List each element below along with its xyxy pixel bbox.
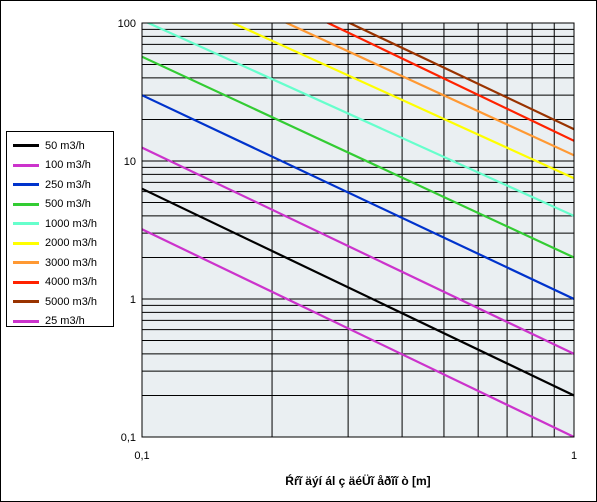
series-line-1000-m3-h [145, 23, 574, 217]
legend-label: 250 m3/h [45, 178, 91, 191]
y-tick-label: 0,1 [121, 432, 136, 444]
legend-label: 4000 m3/h [45, 276, 97, 289]
series-line-100-m3-h [142, 146, 574, 355]
legend-swatch [13, 261, 39, 265]
legend-label: 1000 m3/h [45, 217, 97, 230]
legend-swatch [13, 300, 39, 304]
series-line-500-m3-h [142, 55, 574, 259]
series-lines [142, 23, 574, 437]
legend-swatch [13, 280, 39, 284]
x-tick-label: 1 [571, 450, 577, 462]
series-line-5000-m3-h [346, 23, 574, 131]
legend-item: 5000 m3/h [7, 292, 113, 312]
legend: 50 m3/h 100 m3/h 250 m3/h 500 m3/h 1000 m3/h… [6, 131, 114, 327]
series-line-50-m3-h [142, 187, 574, 397]
plot-border [141, 22, 575, 438]
x-tick-label: 0,1 [134, 450, 149, 462]
x-axis-label: Ŕŕĩ äýí ál ç äéÜĩ åðĩĩ ò [m] [285, 473, 430, 488]
series-line-250-m3-h [142, 94, 574, 300]
legend-item: 3000 m3/h [7, 253, 113, 273]
series-line-25-m3-h [142, 228, 574, 437]
y-tick-label: 1 [130, 294, 136, 306]
legend-item: 25 m3/h [7, 312, 113, 332]
plot-area [142, 23, 574, 437]
series-line-3000-m3-h [284, 23, 574, 157]
legend-swatch [13, 183, 39, 187]
series-line-2000-m3-h [230, 23, 574, 180]
legend-label: 25 m3/h [45, 315, 85, 328]
legend-label: 50 m3/h [45, 139, 85, 152]
legend-swatch [13, 202, 39, 206]
legend-label: 5000 m3/h [45, 295, 97, 308]
legend-item: 250 m3/h [7, 175, 113, 195]
legend-label: 500 m3/h [45, 198, 91, 211]
legend-swatch [13, 144, 39, 148]
y-tick-label: 10 [124, 156, 136, 168]
grid-lines [142, 23, 574, 437]
legend-item: 1000 m3/h [7, 214, 113, 234]
legend-label: 100 m3/h [45, 159, 91, 172]
tick-labels: 0,1 1 10 100 0,1 1 [118, 18, 577, 462]
legend-item: 50 m3/h [7, 136, 113, 156]
legend-item: 4000 m3/h [7, 273, 113, 293]
y-tick-label: 100 [118, 18, 136, 30]
legend-item: 100 m3/h [7, 156, 113, 176]
legend-item: 500 m3/h [7, 195, 113, 215]
legend-swatch [13, 163, 39, 167]
legend-label: 2000 m3/h [45, 237, 97, 250]
legend-swatch [13, 222, 39, 226]
legend-swatch [13, 241, 39, 245]
legend-swatch [13, 319, 39, 323]
series-line-4000-m3-h [325, 23, 574, 142]
legend-label: 3000 m3/h [45, 256, 97, 269]
legend-item: 2000 m3/h [7, 234, 113, 254]
